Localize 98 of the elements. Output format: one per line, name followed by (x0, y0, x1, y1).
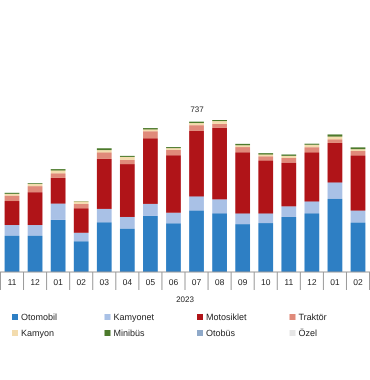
bar (120, 156, 135, 160)
bar (189, 196, 204, 211)
bar (50, 178, 66, 204)
bar (74, 241, 89, 272)
legend-label: Minibüs (114, 328, 146, 338)
bar (281, 206, 296, 217)
bar (212, 121, 227, 124)
bar (4, 225, 20, 236)
x-tick-label: 01 (330, 277, 340, 287)
bar (328, 198, 342, 272)
bar (212, 199, 227, 214)
bar (74, 208, 89, 233)
bar (258, 160, 274, 214)
bar (4, 196, 20, 202)
bar (143, 131, 158, 138)
bar (350, 151, 366, 156)
bar (328, 136, 342, 140)
x-tick-label: 11 (284, 277, 294, 287)
bar (189, 130, 204, 196)
legend-label: Traktör (298, 312, 327, 322)
bar (96, 208, 112, 222)
bar (281, 216, 296, 272)
bar (328, 182, 342, 199)
bar (328, 142, 342, 182)
x-tick-label: 02 (76, 277, 86, 287)
bar (189, 210, 204, 272)
bar (120, 164, 135, 217)
bar (50, 220, 66, 272)
bar (4, 201, 20, 226)
bar (143, 204, 158, 216)
bar (166, 223, 181, 272)
text: 737 (190, 105, 204, 114)
bar (28, 184, 42, 186)
x-tick-label: 02 (353, 277, 363, 287)
bar (50, 173, 66, 178)
x-tick-label: 09 (238, 277, 248, 287)
x-tick-label: 11 (8, 277, 17, 287)
x-tick-label: 06 (168, 277, 178, 287)
x-tick-label: 01 (53, 277, 64, 287)
bar (281, 158, 296, 163)
legend-label: Otomobil (21, 312, 58, 322)
bar (143, 138, 158, 204)
x-tick-label: 04 (122, 277, 132, 287)
bar (258, 213, 274, 224)
text: 2023 (176, 295, 194, 304)
bar (4, 236, 20, 272)
bar (235, 213, 250, 224)
bar (28, 225, 42, 236)
legend-label: Kamyon (21, 328, 54, 338)
x-tick-label: 12 (30, 277, 40, 287)
bar (258, 156, 274, 161)
bar (143, 216, 158, 272)
bar (235, 152, 250, 214)
bar (189, 125, 204, 131)
bar (328, 139, 342, 143)
bar (96, 158, 112, 209)
bar (304, 201, 320, 214)
bar (235, 224, 250, 272)
bar (166, 155, 181, 213)
bar (28, 192, 42, 226)
bar (350, 222, 366, 272)
bar (120, 228, 135, 272)
bar (328, 134, 342, 137)
bar (96, 150, 112, 153)
bar (28, 186, 42, 192)
bar (96, 222, 112, 272)
x-tick-label: 03 (100, 277, 110, 287)
bar (304, 213, 320, 272)
bar (120, 160, 135, 164)
bar (120, 216, 135, 229)
bar (166, 212, 181, 224)
x-tick-label: 05 (146, 277, 156, 287)
bar (258, 223, 274, 272)
legend-label: Otobüs (206, 328, 236, 338)
bar (96, 152, 112, 159)
bar (350, 210, 366, 223)
x-tick-label: 12 (307, 277, 317, 287)
bar (212, 213, 227, 272)
bar (74, 204, 89, 208)
bar (74, 232, 89, 242)
bar (74, 201, 89, 204)
bar (304, 147, 320, 153)
x-tick-label: 07 (192, 277, 202, 287)
bar (281, 162, 296, 206)
x-tick-label: 08 (214, 277, 225, 287)
bar (235, 147, 250, 152)
legend-label: Kamyonet (114, 312, 155, 322)
bar (212, 124, 227, 128)
bar (350, 156, 366, 211)
bar (50, 204, 66, 220)
bar (166, 150, 181, 156)
x-tick-label: 10 (261, 277, 271, 287)
bar (212, 128, 227, 200)
legend-label: Motosiklet (206, 312, 248, 322)
bar (304, 152, 320, 202)
legend-label: Özel (298, 328, 318, 338)
bar (50, 170, 66, 174)
bar (28, 236, 42, 272)
